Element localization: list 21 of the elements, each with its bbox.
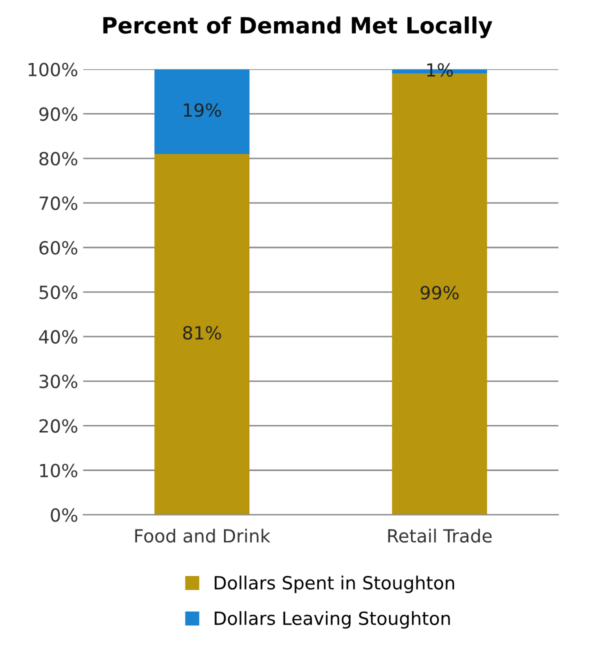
data-label: 99% (420, 286, 459, 300)
bar (154, 154, 250, 515)
y-tick-label: 40% (39, 330, 78, 344)
legend-label: Dollars Leaving Stoughton (214, 611, 450, 629)
data-label: 19% (184, 103, 222, 117)
y-tick-label: 0% (50, 508, 78, 522)
y-tick-label: 100% (28, 62, 78, 76)
x-tick-label: Food and Drink (135, 528, 270, 543)
y-tick-label: 80% (39, 152, 78, 166)
y-tick-label: 70% (40, 196, 78, 210)
y-tick-label: 90% (39, 107, 78, 121)
y-tick-label: 20% (39, 419, 78, 433)
data-label: 81% (183, 326, 222, 340)
x-tick-label: Retail Trade (388, 528, 492, 543)
y-tick-label: 30% (40, 374, 78, 388)
y-tick-label: 10% (40, 464, 78, 478)
y-tick-label: 50% (40, 286, 78, 300)
y-tick-label: 60% (39, 240, 78, 255)
bar (154, 69, 250, 154)
legend-label: Dollars Spent in Stoughton (214, 576, 454, 594)
chart-title: Percent of Demand Met Locally (103, 16, 492, 38)
